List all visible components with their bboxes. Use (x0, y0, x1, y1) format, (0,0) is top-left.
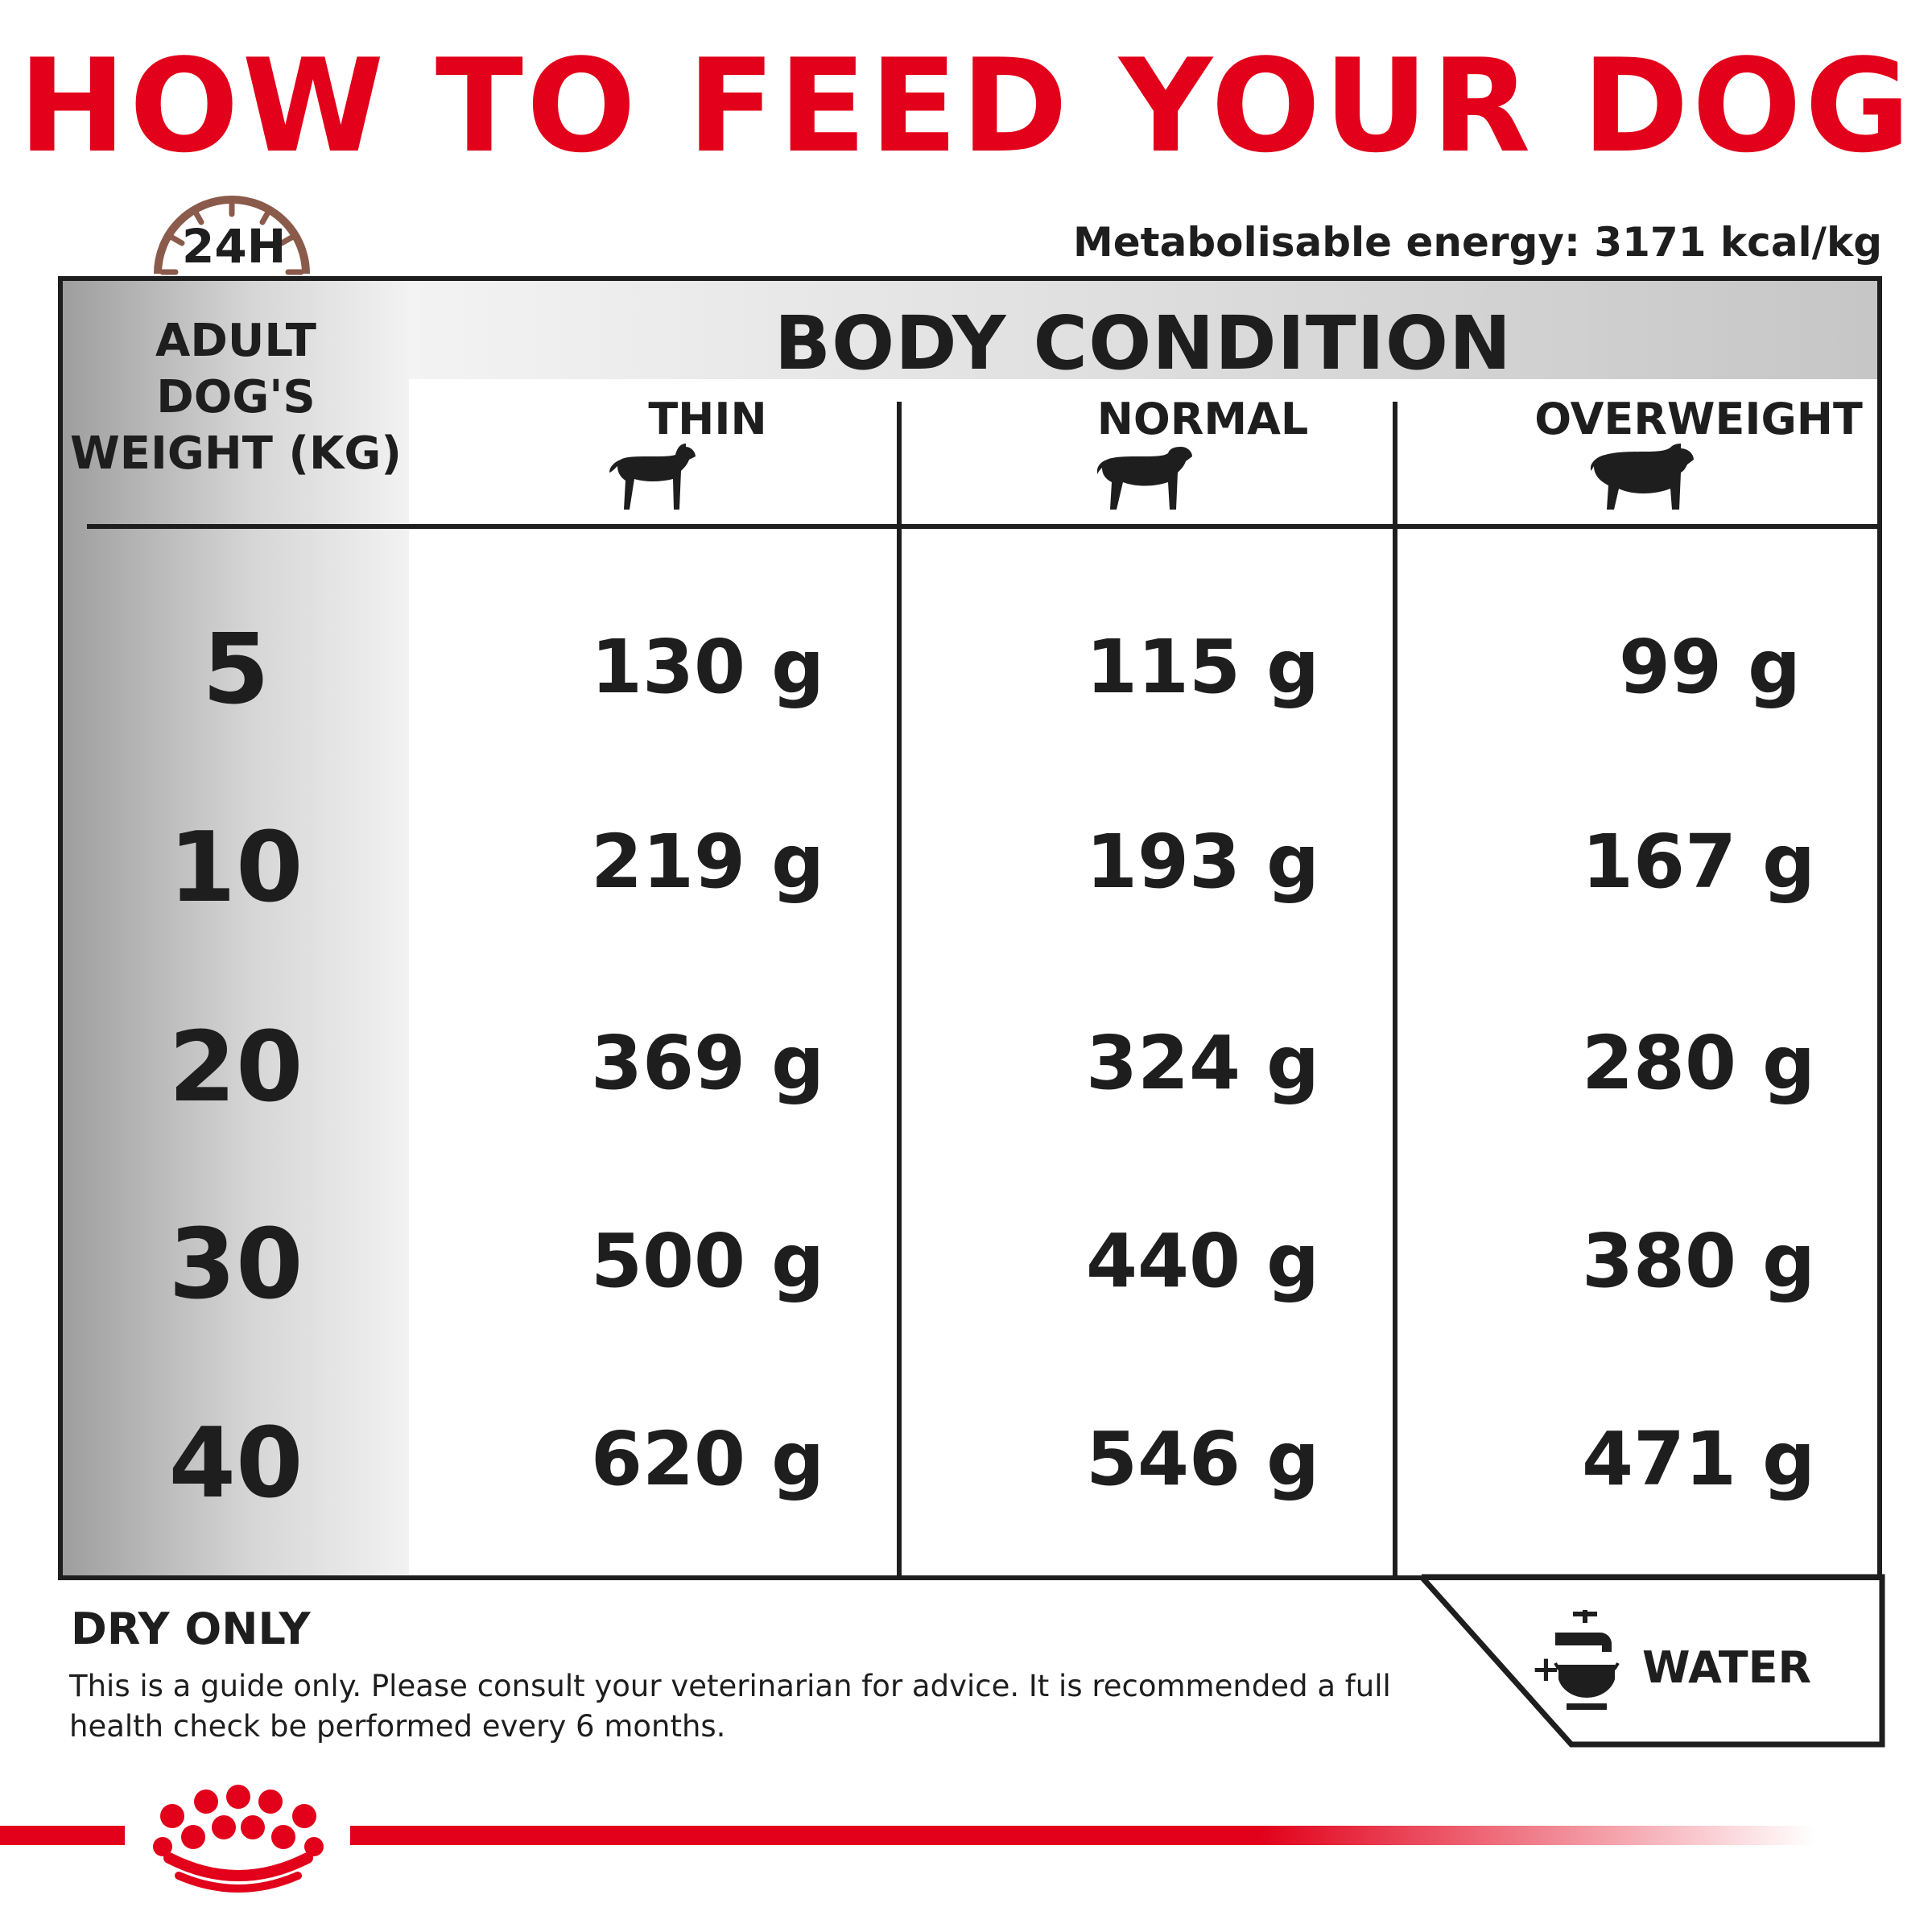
normal-40kg: 546 g (1086, 1416, 1319, 1502)
column-divider-1 (897, 402, 902, 1575)
page-title: HOW TO FEED YOUR DOG (18, 31, 1914, 181)
column-divider-2 (1393, 402, 1397, 1575)
normal-10kg: 193 g (1086, 819, 1319, 905)
overweight-40kg: 471 g (1582, 1416, 1815, 1502)
header-divider (87, 524, 1877, 529)
brand-line-right (350, 1826, 1815, 1845)
overweight-30kg: 380 g (1582, 1218, 1815, 1304)
clock-label: 24H (182, 219, 287, 274)
normal-dog-icon (1097, 447, 1192, 510)
thin-dog-icon (609, 444, 696, 510)
thin-40kg: 620 g (591, 1416, 824, 1502)
metabolisable-energy: Metabolisable energy: 3171 kcal/kg (1073, 219, 1882, 266)
royal-canin-crown-logo (153, 1785, 324, 1893)
weight-header: ADULT DOG'S WEIGHT (KG) (63, 313, 409, 482)
water-panel (1419, 1574, 1885, 1748)
normal-5kg: 115 g (1086, 624, 1319, 710)
thin-5kg: 130 g (591, 624, 824, 710)
weight-30: 30 (168, 1209, 303, 1321)
thin-10kg: 219 g (591, 819, 824, 905)
weight-10: 10 (168, 812, 303, 924)
water-plus: + (1531, 1649, 1561, 1690)
overweight-20kg: 280 g (1582, 1020, 1815, 1106)
normal-30kg: 440 g (1086, 1218, 1319, 1304)
column-header-normal: NORMAL (1096, 394, 1309, 444)
clock-icon (154, 196, 310, 275)
weight-5: 5 (202, 614, 270, 726)
overweight-10kg: 167 g (1582, 819, 1815, 905)
weight-column-background (63, 281, 409, 1575)
weight-40: 40 (168, 1408, 303, 1520)
feeding-table: BODY CONDITION ADULT DOG'S WEIGHT (KG) T… (58, 276, 1882, 1580)
body-condition-title: BODY CONDITION (774, 300, 1513, 386)
column-header-thin: THIN (648, 394, 767, 444)
column-header-overweight: OVERWEIGHT (1534, 394, 1863, 444)
normal-20kg: 324 g (1086, 1020, 1319, 1106)
water-label: WATER (1642, 1642, 1812, 1693)
weight-20: 20 (168, 1012, 303, 1124)
weight-header-line-2: DOG'S (156, 371, 316, 423)
guide-note: This is a guide only. Please consult you… (69, 1669, 1391, 1744)
water-tap-icon: + (1531, 1610, 1620, 1710)
thin-20kg: 369 g (591, 1020, 824, 1106)
weight-header-line-1: ADULT (155, 315, 316, 367)
brand-line-left (0, 1826, 125, 1845)
dry-only-label: DRY ONLY (71, 1604, 311, 1654)
overweight-dog-icon (1591, 444, 1694, 510)
thin-30kg: 500 g (591, 1218, 824, 1304)
overweight-5kg: 99 g (1619, 624, 1801, 710)
body-condition-band (409, 281, 1877, 379)
weight-header-line-3: WEIGHT (KG) (70, 427, 402, 480)
